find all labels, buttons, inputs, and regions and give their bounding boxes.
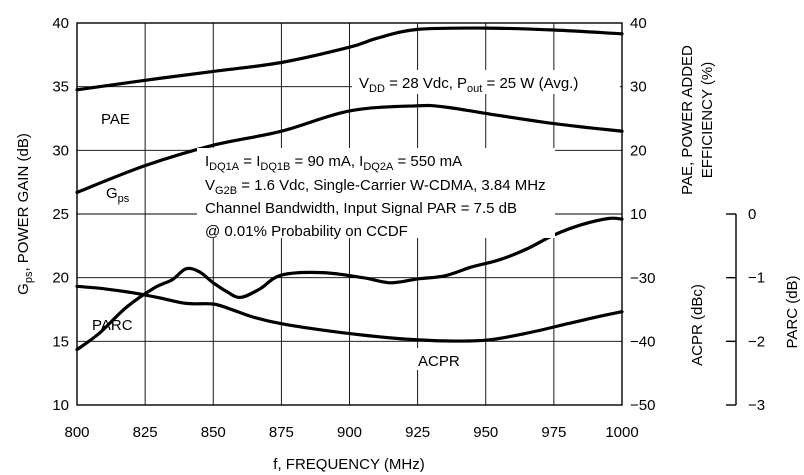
x-tick-875: 875 [269, 424, 294, 441]
y-left-tick-30: 30 [52, 142, 69, 159]
acpr-label: ACPR [418, 353, 460, 370]
y-right-pae-tick-10: 10 [630, 206, 647, 223]
parc-tick--3: −3 [748, 397, 765, 414]
x-tick-850: 850 [201, 424, 226, 441]
y-parc-title: PARC (dB) [784, 275, 801, 348]
y-right-pae-tick-20: 20 [630, 142, 647, 159]
x-tick-950: 950 [473, 424, 498, 441]
x-axis-title: f, FREQUENCY (MHz) [273, 456, 424, 473]
y-right-pae-title-line1: PAE, POWER ADDED [679, 45, 696, 195]
parc-tick-0: 0 [748, 206, 756, 223]
y-left-tick-20: 20 [52, 270, 69, 287]
annotation-bandwidth: Channel Bandwidth, Input Signal PAR = 7.… [205, 200, 517, 217]
x-tick-975: 975 [541, 424, 566, 441]
gps-label: Gps [106, 185, 130, 205]
x-tick-900: 900 [337, 424, 362, 441]
y-left-axis-title: Gps, POWER GAIN (dB) [15, 133, 35, 295]
parc-tick--2: −2 [748, 333, 765, 350]
y-left-tick-10: 10 [52, 397, 69, 414]
x-tick-825: 825 [133, 424, 158, 441]
parc-label: PARC [92, 317, 133, 334]
x-tick-925: 925 [405, 424, 430, 441]
y-right-pae-tick-40: 40 [630, 15, 647, 32]
y-right-acpr-tick--40: −40 [630, 334, 655, 351]
pae-label: PAE [101, 111, 130, 128]
y-left-tick-40: 40 [52, 15, 69, 32]
x-tick-1000: 1000 [605, 424, 638, 441]
parc-tick--1: −1 [748, 270, 765, 287]
y-right-acpr-tick--50: −50 [630, 397, 655, 414]
x-tick-800: 800 [64, 424, 89, 441]
y-right-acpr-title: ACPR (dBc) [689, 284, 706, 366]
y-right-pae-tick-30: 30 [630, 79, 647, 96]
y-left-tick-25: 25 [52, 206, 69, 223]
y-left-tick-15: 15 [52, 333, 69, 350]
y-right-acpr-tick--30: −30 [630, 270, 655, 287]
y-left-tick-35: 35 [52, 79, 69, 96]
parc-axis: 0 −1 −2 −3 [726, 206, 765, 414]
annotation-ccdf: @ 0.01% Probability on CCDF [205, 223, 408, 240]
y-right-pae-title-line2: EFFICIENCY (%) [699, 62, 716, 178]
